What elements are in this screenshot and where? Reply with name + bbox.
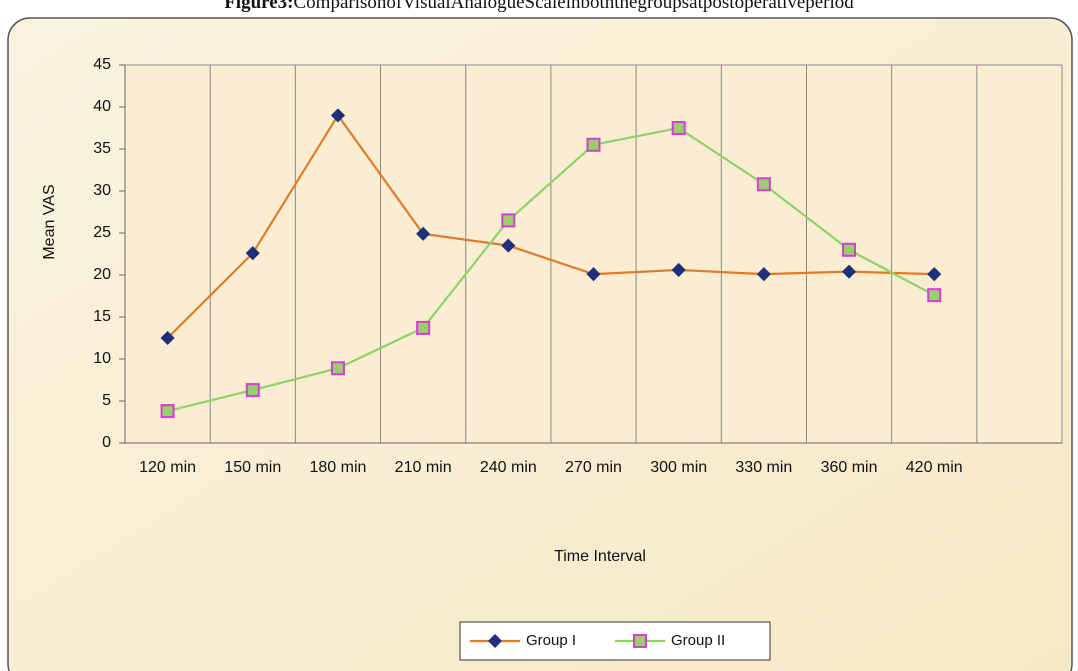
data-point <box>841 264 857 279</box>
x-tick-label: 420 min <box>906 459 963 476</box>
y-tick-label: 30 <box>93 182 111 199</box>
y-tick-label: 10 <box>93 350 111 367</box>
data-point <box>756 177 771 192</box>
x-tick-label: 330 min <box>735 459 792 476</box>
y-tick-label: 0 <box>102 434 111 451</box>
data-point <box>927 288 942 303</box>
plot-area <box>124 64 1063 444</box>
x-tick-label: 270 min <box>565 459 622 476</box>
y-axis-title: Mean VAS <box>41 184 58 259</box>
data-point <box>245 383 260 398</box>
legend-label: Group I <box>526 632 576 649</box>
x-axis-title: Time Interval <box>554 548 646 565</box>
legend-label: Group II <box>671 632 725 649</box>
legend-marker <box>487 633 503 649</box>
data-point <box>501 213 516 228</box>
title-text: ComparisonofVisualAnalogueScaleinboththe… <box>294 0 855 13</box>
data-point <box>416 226 431 241</box>
y-tick-label: 35 <box>93 140 111 157</box>
y-tick-label: 20 <box>93 266 111 283</box>
x-tick-label: 360 min <box>821 459 878 476</box>
data-point <box>330 361 345 376</box>
data-point <box>586 267 601 282</box>
data-point <box>671 121 686 135</box>
legend-marker <box>633 634 647 648</box>
y-tick-label: 25 <box>93 224 111 241</box>
data-point <box>756 267 771 282</box>
data-point <box>160 404 175 419</box>
data-point <box>501 238 516 253</box>
chart-title: Figure3:ComparisonofVisualAnalogueScalei… <box>224 0 854 13</box>
data-point <box>586 137 601 152</box>
x-tick-label: 120 min <box>139 459 196 476</box>
x-tick-label: 150 min <box>224 459 281 476</box>
data-point <box>927 267 942 282</box>
data-point <box>330 108 346 123</box>
data-point <box>160 330 175 346</box>
y-tick-label: 40 <box>93 98 111 115</box>
y-tick-label: 45 <box>93 56 111 73</box>
series-line <box>166 113 935 339</box>
x-tick-label: 240 min <box>480 459 537 476</box>
figure-label: Figure3: <box>224 0 293 13</box>
data-point <box>245 246 260 261</box>
data-point <box>416 320 431 335</box>
data-point <box>842 242 857 257</box>
y-tick-label: 5 <box>102 392 111 409</box>
data-point <box>671 262 686 278</box>
series-line <box>167 126 935 413</box>
x-tick-label: 210 min <box>395 459 452 476</box>
x-tick-label: 180 min <box>309 459 366 476</box>
x-tick-label: 300 min <box>650 459 707 476</box>
y-tick-label: 15 <box>93 308 111 325</box>
